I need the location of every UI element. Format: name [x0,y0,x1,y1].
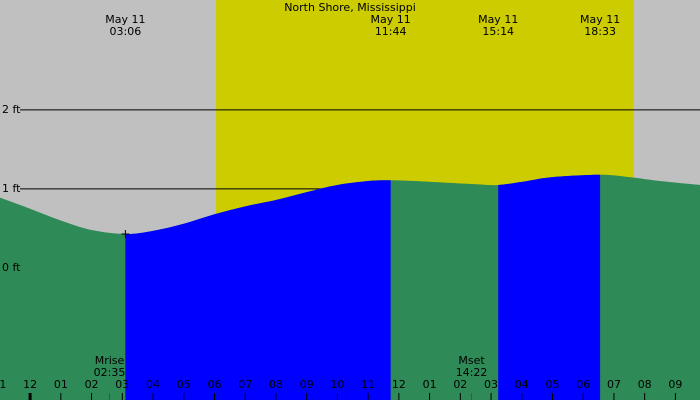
x-tick-label: 02 [85,378,99,391]
x-tick-label: 07 [238,378,252,391]
x-tick-label: 03 [115,378,129,391]
x-tick-label: 08 [269,378,283,391]
tide-event-date: May 11 [580,13,620,26]
x-tick-label: 01 [423,378,437,391]
moon-event-label: Mset [458,354,485,367]
x-tick-label: 12 [392,378,406,391]
tide-event-date: May 11 [371,13,411,26]
x-tick-label: 08 [638,378,652,391]
x-tick-label: 01 [54,378,68,391]
x-tick-label: 11 [361,378,375,391]
chart-title: North Shore, Mississippi [284,1,416,14]
low-tide-marker [121,229,130,238]
rising-tide-area [498,174,601,400]
rising-tide-area [125,180,391,400]
y-tick-label: 1 ft [2,182,21,195]
x-tick-label: 10 [330,378,344,391]
tide-event-time: 03:06 [110,25,142,38]
moon-event-label: Mrise [95,354,125,367]
x-tick-label: 09 [668,378,682,391]
x-tick-label: 06 [207,378,221,391]
tide-event-time: 18:33 [584,25,616,38]
x-tick-label: 05 [546,378,560,391]
moon-event-time: 02:35 [94,366,126,379]
x-tick-label: 11 [0,378,6,391]
x-tick-label: 03 [484,378,498,391]
x-tick-label: 09 [300,378,314,391]
x-tick-label: 06 [576,378,590,391]
x-tick-label: 04 [515,378,529,391]
tide-event-date: May 11 [478,13,518,26]
x-tick-label: 07 [607,378,621,391]
moon-event-time: 14:22 [456,366,488,379]
x-tick-label: 04 [146,378,160,391]
tide-event-time: 11:44 [375,25,407,38]
y-tick-label: 0 ft [2,261,21,274]
tide-event-date: May 11 [105,13,145,26]
x-tick-label: 02 [453,378,467,391]
x-tick-label: 05 [177,378,191,391]
tide-event-time: 15:14 [482,25,514,38]
x-tick-label: 12 [23,378,37,391]
y-tick-label: 2 ft [2,103,21,116]
